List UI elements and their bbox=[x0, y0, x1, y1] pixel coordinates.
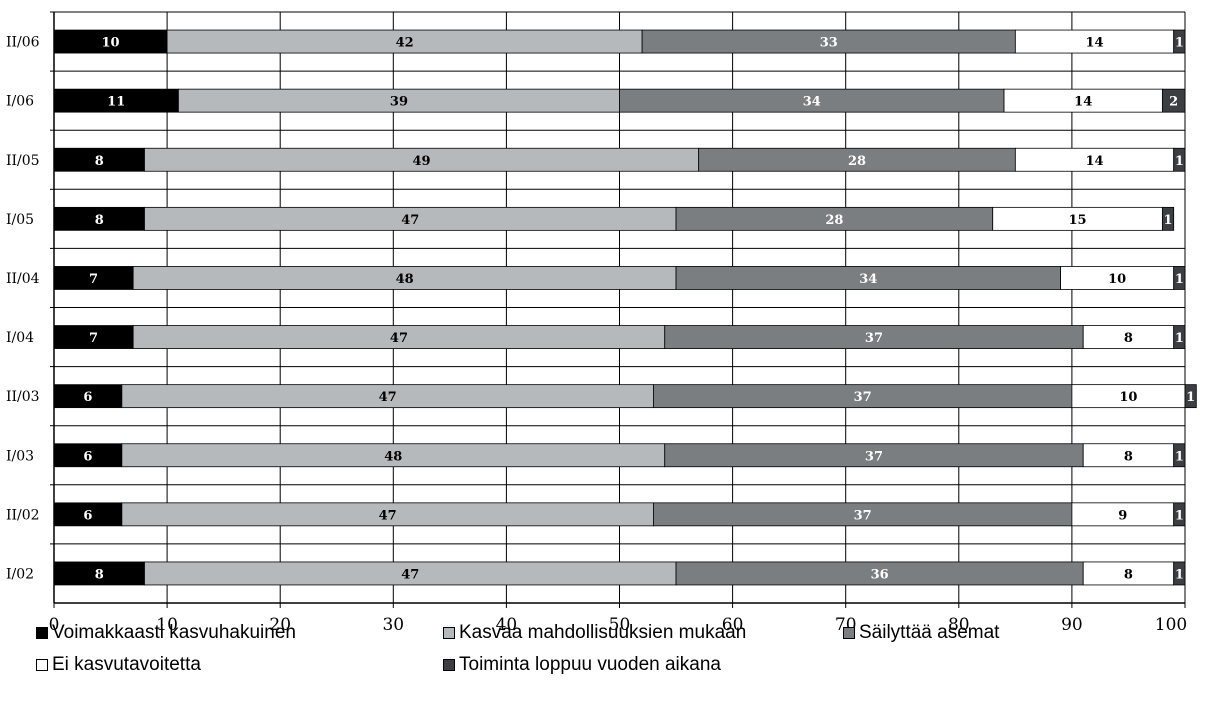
bar-segment-II/04-s4 bbox=[1173, 266, 1186, 290]
bar-segment-II/03-s4 bbox=[1184, 384, 1197, 409]
data-label-II/05-s1: 49 bbox=[413, 154, 431, 169]
data-label-II/06-s2: 33 bbox=[820, 36, 838, 51]
x-tick-label-20: 20 bbox=[269, 615, 291, 635]
data-label-I/06-s1: 39 bbox=[390, 95, 408, 110]
data-label-II/06-s3: 14 bbox=[1085, 36, 1103, 51]
legend-item-4: Toiminta loppuu vuoden aikana bbox=[443, 654, 721, 676]
data-label-II/06-s0: 10 bbox=[102, 36, 120, 51]
legend-label-2: Säilyttää asemat bbox=[859, 622, 1000, 643]
data-label-II/05-s0: 8 bbox=[95, 154, 104, 169]
x-tick-label-50: 50 bbox=[609, 615, 631, 635]
bar-segment-I/02-s4 bbox=[1173, 561, 1186, 586]
y-tick-label-II/05: II/05 bbox=[6, 153, 40, 169]
legend-label-0: Voimakkaasti kasvuhakuinen bbox=[52, 622, 296, 643]
y-tick-label-I/04: I/04 bbox=[6, 330, 34, 346]
bar-segment-I/04-s4 bbox=[1173, 325, 1186, 349]
data-label-II/06-s1: 42 bbox=[396, 36, 414, 51]
data-label-I/04-s2: 37 bbox=[865, 331, 883, 346]
data-label-II/05-s4: 1 bbox=[1175, 154, 1184, 169]
data-label-II/03-s3: 10 bbox=[1119, 390, 1137, 405]
legend-label-3: Ei kasvutavoitetta bbox=[52, 654, 201, 675]
data-label-II/02-s0: 6 bbox=[83, 508, 92, 523]
data-label-I/02-s1: 47 bbox=[401, 567, 419, 582]
data-label-II/04-s3: 10 bbox=[1108, 272, 1126, 287]
x-tick-label-0: 0 bbox=[49, 615, 60, 635]
data-label-I/05-s4: 1 bbox=[1164, 213, 1173, 228]
data-label-I/03-s3: 8 bbox=[1124, 449, 1133, 464]
y-tick-label-II/04: II/04 bbox=[6, 271, 40, 287]
y-tick-label-II/02: II/02 bbox=[6, 507, 40, 523]
data-label-I/04-s4: 1 bbox=[1175, 331, 1184, 346]
data-label-I/02-s0: 8 bbox=[95, 567, 104, 582]
bar-segment-II/05-s4 bbox=[1173, 147, 1186, 172]
data-label-II/03-s4: 1 bbox=[1186, 390, 1195, 405]
bars-layer: 10 42 33 14 111 39 34 14 28 49 28 14 18 47 28 15 17 48 34 1… bbox=[53, 29, 1197, 586]
data-label-II/03-s1: 47 bbox=[379, 390, 397, 405]
bar-segment-I/06-s4 bbox=[1161, 88, 1186, 113]
axis-layer: II/06 I/06 II/05 I/05 II/04 I/04 II/03 I/03 II/0… bbox=[6, 11, 1187, 635]
data-label-II/04-s0: 7 bbox=[89, 272, 98, 287]
legend-swatch-2 bbox=[843, 627, 855, 639]
data-label-I/06-s4: 2 bbox=[1169, 95, 1178, 110]
data-label-I/06-s0: 11 bbox=[107, 95, 125, 110]
data-label-I/06-s2: 34 bbox=[803, 95, 821, 110]
data-label-II/04-s1: 48 bbox=[396, 272, 414, 287]
x-tick-label-40: 40 bbox=[496, 615, 518, 635]
data-label-I/05-s3: 15 bbox=[1069, 213, 1087, 228]
legend-swatch-1 bbox=[443, 627, 455, 639]
x-tick-label-60: 60 bbox=[722, 615, 744, 635]
data-label-I/02-s4: 1 bbox=[1175, 567, 1184, 582]
data-label-II/02-s2: 37 bbox=[854, 508, 872, 523]
data-label-I/04-s3: 8 bbox=[1124, 331, 1133, 346]
data-label-II/02-s1: 47 bbox=[379, 508, 397, 523]
legend-swatch-0 bbox=[36, 627, 48, 639]
legend-item-2: Säilyttää asemat bbox=[843, 622, 999, 644]
x-tick-label-90: 90 bbox=[1061, 615, 1083, 635]
bar-segment-I/03-s4 bbox=[1173, 443, 1186, 468]
bar-segment-I/05-s4 bbox=[1161, 206, 1175, 231]
data-label-II/05-s3: 14 bbox=[1085, 154, 1103, 169]
data-label-II/05-s2: 28 bbox=[848, 154, 866, 169]
data-label-I/03-s0: 6 bbox=[83, 449, 92, 464]
y-tick-label-I/03: I/03 bbox=[6, 448, 34, 464]
data-label-I/03-s1: 48 bbox=[384, 449, 402, 464]
legend-swatch-3 bbox=[36, 659, 48, 671]
data-label-I/05-s1: 47 bbox=[401, 213, 419, 228]
data-label-I/05-s2: 28 bbox=[825, 213, 843, 228]
data-label-I/06-s3: 14 bbox=[1074, 95, 1092, 110]
x-tick-label-30: 30 bbox=[382, 615, 404, 635]
data-label-II/04-s4: 1 bbox=[1175, 272, 1184, 287]
data-label-II/02-s3: 9 bbox=[1118, 508, 1127, 523]
y-tick-label-I/06: I/06 bbox=[6, 94, 34, 110]
legend-label-1: Kasvaa mahdollisuuksien mukaan bbox=[459, 622, 747, 643]
data-label-II/06-s4: 1 bbox=[1175, 36, 1184, 51]
data-label-II/03-s0: 6 bbox=[83, 390, 92, 405]
data-label-I/04-s1: 47 bbox=[390, 331, 408, 346]
data-label-I/02-s2: 36 bbox=[871, 567, 889, 582]
bar-segment-II/06-s4 bbox=[1173, 29, 1186, 54]
y-tick-label-II/03: II/03 bbox=[6, 389, 40, 405]
legend-item-1: Kasvaa mahdollisuuksien mukaan bbox=[443, 622, 746, 644]
data-label-I/02-s3: 8 bbox=[1124, 567, 1133, 582]
y-tick-label-I/05: I/05 bbox=[6, 212, 34, 228]
data-label-I/03-s2: 37 bbox=[865, 449, 883, 464]
x-tick-label-80: 80 bbox=[948, 615, 970, 635]
data-label-II/03-s2: 37 bbox=[854, 390, 872, 405]
data-label-I/05-s0: 8 bbox=[95, 213, 104, 228]
data-label-II/02-s4: 1 bbox=[1175, 508, 1184, 523]
legend-label-4: Toiminta loppuu vuoden aikana bbox=[459, 654, 721, 675]
legend-item-0: Voimakkaasti kasvuhakuinen bbox=[36, 622, 296, 644]
x-tick-label-100: 100 bbox=[1155, 615, 1187, 635]
data-label-I/04-s0: 7 bbox=[89, 331, 98, 346]
legend-swatch-4 bbox=[443, 659, 455, 671]
data-label-I/03-s4: 1 bbox=[1175, 449, 1184, 464]
y-tick-label-I/02: I/02 bbox=[6, 566, 34, 582]
legend-item-3: Ei kasvutavoitetta bbox=[36, 654, 201, 676]
y-tick-label-II/06: II/06 bbox=[6, 35, 40, 51]
data-label-II/04-s2: 34 bbox=[859, 272, 877, 287]
bar-segment-II/02-s4 bbox=[1173, 502, 1186, 527]
x-tick-label-10: 10 bbox=[156, 615, 178, 635]
